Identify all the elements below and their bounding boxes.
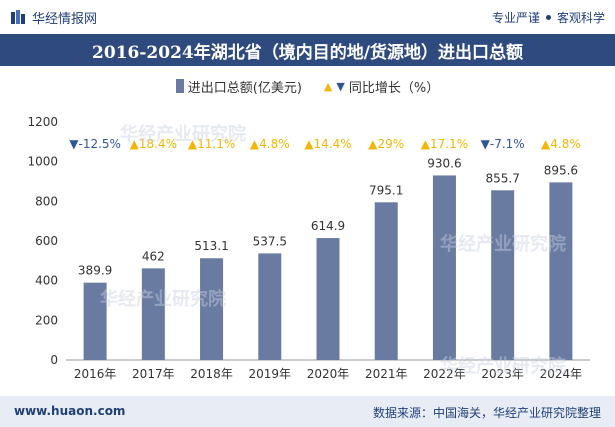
yoy-label: ▼-7.1%	[481, 137, 525, 151]
bar[interactable]	[141, 268, 165, 360]
bar-value-label: 462	[142, 249, 165, 263]
slogan-left: 专业严谨	[491, 11, 540, 25]
data-source: 数据来源：中国海关，华经产业研究院整理	[372, 406, 601, 420]
triangle-up-icon: ▲	[421, 137, 431, 151]
legend-item-total[interactable]: 进出口总额(亿美元)	[175, 77, 302, 96]
yoy-value: 4.8%	[550, 137, 581, 151]
legend-label-yoy: 同比增长（%）	[348, 80, 440, 96]
bar[interactable]	[200, 258, 224, 360]
bar[interactable]	[491, 190, 515, 360]
brand-name: 华经情报网	[32, 11, 98, 27]
bar-value-label: 930.6	[427, 156, 461, 170]
triangle-up-icon: ▲	[541, 137, 551, 151]
x-tick-label: 2019年	[249, 367, 292, 381]
legend-label-total: 进出口总额(亿美元)	[187, 80, 302, 96]
x-tick-label: 2021年	[365, 367, 408, 381]
bar-value-label: 614.9	[311, 219, 345, 233]
yoy-value: -7.1%	[490, 137, 525, 151]
slogan-right: 客观科学	[556, 11, 605, 25]
x-tick-label: 2016年	[74, 367, 117, 381]
yoy-label: ▲4.8%	[250, 137, 290, 151]
yoy-label: ▲17.1%	[421, 137, 468, 151]
bullet-dot-icon	[545, 15, 551, 20]
x-tick-label: 2023年	[481, 367, 524, 381]
bar-value-label: 537.5	[253, 234, 287, 248]
top-bar: 华经情报网 专业严谨 客观科学	[0, 0, 615, 34]
bar-value-label: 855.7	[485, 171, 519, 185]
yoy-label: ▲4.8%	[541, 137, 581, 151]
triangle-up-icon: ▲	[304, 137, 314, 151]
y-tick-label: 0	[50, 353, 58, 367]
yoy-value: 17.1%	[430, 137, 468, 151]
yoy-value: 18.4%	[139, 137, 177, 151]
x-tick-label: 2020年	[307, 367, 350, 381]
y-tick-label: 200	[35, 313, 58, 327]
triangle-up-icon: ▲	[130, 137, 140, 151]
x-tick-label: 2018年	[190, 367, 233, 381]
yoy-value: -12.5%	[79, 137, 121, 151]
yoy-label: ▲14.4%	[304, 137, 351, 151]
y-tick-label: 1000	[27, 155, 58, 169]
yoy-value: 14.4%	[314, 137, 352, 151]
x-tick-label: 2022年	[423, 367, 466, 381]
bar-value-label: 895.6	[544, 163, 578, 177]
bar[interactable]	[316, 238, 340, 360]
bar-value-label: 389.9	[78, 264, 112, 278]
yoy-label: ▲18.4%	[130, 137, 177, 151]
brand-logo[interactable]: 华经情报网	[10, 8, 98, 27]
y-tick-label: 800	[35, 194, 58, 208]
bar-value-label: 513.1	[194, 239, 228, 253]
bar[interactable]	[83, 282, 107, 360]
yoy-label: ▲29%	[368, 137, 404, 151]
chart-legend: 进出口总额(亿美元) ▲ ▼ 同比增长（%）	[0, 76, 615, 96]
legend-item-yoy[interactable]: ▲ ▼ 同比增长（%）	[324, 77, 439, 96]
footer: www.huaon.com 数据来源：中国海关，华经产业研究院整理	[0, 396, 615, 427]
triangle-down-icon: ▼	[69, 137, 79, 151]
bar-value-label: 795.1	[369, 183, 403, 197]
bar[interactable]	[374, 202, 398, 360]
yoy-value: 11.1%	[197, 137, 235, 151]
yoy-label: ▼-12.5%	[69, 137, 121, 151]
y-tick-label: 600	[35, 234, 58, 248]
slogan: 专业严谨 客观科学	[492, 9, 605, 26]
triangle-down-icon: ▼	[481, 137, 491, 151]
chart-title: 2016-2024年湖北省（境内目的地/货源地）进出口总额	[0, 34, 615, 66]
logo-icon	[11, 10, 25, 24]
website-link[interactable]: www.huaon.com	[14, 404, 126, 418]
bar[interactable]	[258, 253, 282, 360]
triangle-up-icon: ▲	[250, 137, 260, 151]
bar[interactable]	[432, 175, 456, 360]
x-tick-label: 2017年	[132, 367, 175, 381]
bar[interactable]	[549, 182, 573, 360]
yoy-value: 29%	[378, 137, 405, 151]
triangle-up-icon: ▲	[188, 137, 198, 151]
triangle-up-icon: ▲	[323, 79, 333, 93]
triangle-up-icon: ▲	[368, 137, 378, 151]
x-tick-label: 2024年	[540, 367, 583, 381]
yoy-label: ▲11.1%	[188, 137, 235, 151]
y-tick-label: 1200	[27, 115, 58, 129]
bar-chart: 020040060080010001200389.92016年▼-12.5%46…	[27, 115, 590, 381]
bar-swatch-icon	[175, 79, 184, 93]
y-tick-label: 400	[35, 274, 58, 288]
yoy-value: 4.8%	[259, 137, 290, 151]
triangle-down-icon: ▼	[336, 79, 345, 93]
